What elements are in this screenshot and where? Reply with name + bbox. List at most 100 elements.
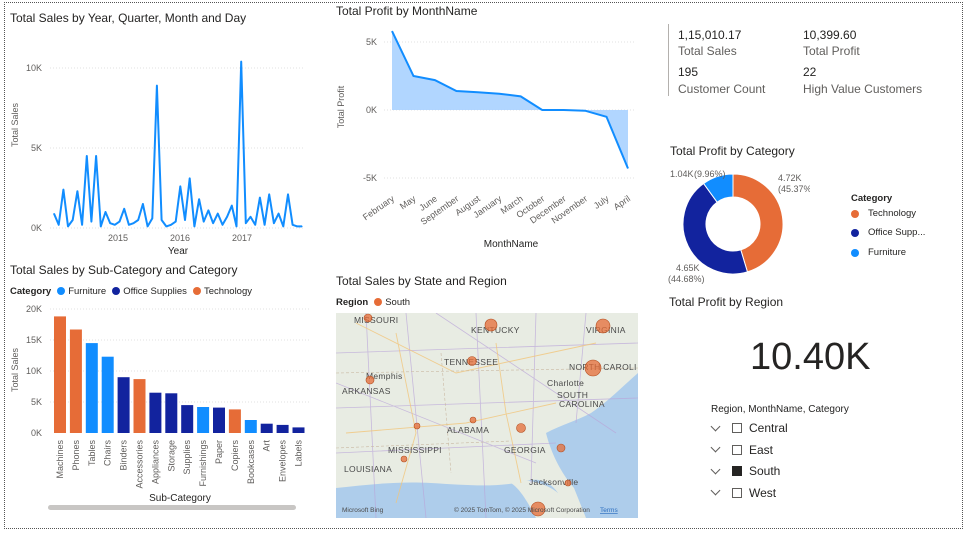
line-point[interactable] <box>301 225 303 227</box>
map-bubble[interactable] <box>400 455 408 463</box>
line-point[interactable] <box>217 213 219 215</box>
bar-supplies[interactable] <box>181 405 194 433</box>
line-point[interactable] <box>254 224 256 226</box>
line-point[interactable] <box>58 224 60 226</box>
line-point[interactable] <box>142 203 144 205</box>
line-point[interactable] <box>86 155 88 157</box>
map-bubble[interactable] <box>595 318 611 334</box>
profit-month-chart[interactable]: Total Profit 5K 0K -5K February May JuneSe… <box>334 22 644 257</box>
line-point[interactable] <box>95 155 97 157</box>
donut-legend-office-supplies[interactable]: Office Supp... <box>851 227 925 238</box>
line-point[interactable] <box>132 222 135 224</box>
line-point[interactable] <box>161 219 163 221</box>
chevron-down-icon[interactable] <box>710 442 721 453</box>
line-point[interactable] <box>273 222 275 224</box>
bar-bookcases[interactable] <box>244 420 257 433</box>
line-point[interactable] <box>104 211 107 213</box>
line-point[interactable] <box>123 208 125 210</box>
map-bubble[interactable] <box>363 313 373 323</box>
line-point[interactable] <box>81 224 83 226</box>
donut-slice-office-supplies[interactable] <box>682 182 749 275</box>
bar-labels[interactable] <box>292 427 305 433</box>
bar-art[interactable] <box>260 423 273 433</box>
bar-copiers[interactable] <box>228 409 241 433</box>
line-point[interactable] <box>184 219 186 221</box>
legend-item-office-supplies[interactable]: Office Supplies <box>112 286 187 297</box>
line-point[interactable] <box>67 225 69 227</box>
line-point[interactable] <box>287 193 289 195</box>
map-visual[interactable]: MISSOURI KENTUCKY VIRGINIA Memphis TENNE… <box>336 313 638 518</box>
checkbox[interactable] <box>732 487 742 498</box>
map-bubble[interactable] <box>365 375 375 385</box>
map-terms-link[interactable]: Terms <box>600 507 618 514</box>
line-point[interactable] <box>235 225 238 227</box>
donut-chart[interactable]: 4.72K (45.37%) 4.65K (44.68%) 1.04K (9.9… <box>660 160 810 290</box>
line-point[interactable] <box>221 224 224 226</box>
line-point[interactable] <box>207 209 209 211</box>
chevron-down-icon[interactable] <box>710 485 721 496</box>
donut-slice-furniture[interactable] <box>702 173 734 203</box>
sales-line-series[interactable] <box>53 60 302 228</box>
subcat-bar-chart[interactable]: Total Sales 20K 15K 10K 5K 0K Machines Ph… <box>8 300 313 505</box>
line-point[interactable] <box>175 221 177 223</box>
line-point[interactable] <box>193 225 195 227</box>
map-bubble[interactable] <box>484 318 498 332</box>
bar-envelopes[interactable] <box>276 424 289 433</box>
checkbox[interactable] <box>732 466 742 476</box>
bar-machines[interactable] <box>54 316 66 433</box>
line-point[interactable] <box>198 198 200 200</box>
map-bubble[interactable] <box>556 443 566 453</box>
donut-legend-technology[interactable]: Technology <box>851 208 916 219</box>
slicer-item-central[interactable]: Central <box>710 421 788 435</box>
line-point[interactable] <box>203 221 205 223</box>
legend-item-technology[interactable]: Technology <box>192 286 252 297</box>
map-bubble[interactable] <box>584 359 602 377</box>
bar-furnishings[interactable] <box>197 407 210 433</box>
line-point[interactable] <box>109 222 111 224</box>
line-point[interactable] <box>245 222 247 224</box>
line-point[interactable] <box>189 177 191 179</box>
line-point[interactable] <box>72 219 74 221</box>
line-point[interactable] <box>100 225 102 227</box>
slicer-item-east[interactable]: East <box>710 442 773 457</box>
line-point[interactable] <box>264 224 266 226</box>
donut-slice-technology[interactable] <box>732 173 784 273</box>
map-bubble[interactable] <box>469 416 477 424</box>
line-point[interactable] <box>156 85 158 87</box>
slicer-item-west[interactable]: West <box>710 485 776 500</box>
line-point[interactable] <box>226 216 228 218</box>
line-point[interactable] <box>240 61 242 63</box>
line-point[interactable] <box>296 225 298 227</box>
map-bubble[interactable] <box>413 422 421 430</box>
bar-binders[interactable] <box>117 377 130 433</box>
line-point[interactable] <box>128 224 130 226</box>
bar-phones[interactable] <box>69 329 82 434</box>
legend-item-south[interactable]: South <box>374 297 410 308</box>
chevron-down-icon[interactable] <box>710 421 721 431</box>
line-point[interactable] <box>62 189 64 191</box>
map-bubble[interactable] <box>467 356 477 366</box>
line-point[interactable] <box>147 225 149 227</box>
bar-tables[interactable] <box>85 343 98 433</box>
line-point[interactable] <box>179 185 181 187</box>
bar-paper[interactable] <box>213 407 225 433</box>
line-point[interactable] <box>259 197 261 199</box>
map-bubble[interactable] <box>530 501 546 517</box>
horizontal-scrollbar[interactable] <box>48 505 296 510</box>
line-point[interactable] <box>212 222 214 224</box>
line-point[interactable] <box>231 205 233 207</box>
line-point[interactable] <box>282 225 284 227</box>
line-point[interactable] <box>268 193 270 195</box>
line-point[interactable] <box>114 224 116 226</box>
line-point[interactable] <box>292 224 294 226</box>
line-point[interactable] <box>53 213 55 215</box>
map-bubble[interactable] <box>564 479 572 487</box>
line-point[interactable] <box>90 221 92 223</box>
line-point[interactable] <box>170 224 172 226</box>
bar-appliances[interactable] <box>149 392 162 433</box>
checkbox[interactable] <box>732 444 742 455</box>
checkbox[interactable] <box>732 423 742 433</box>
bar-storage[interactable] <box>165 393 178 433</box>
line-point[interactable] <box>165 225 167 227</box>
donut-legend-furniture[interactable]: Furniture <box>851 247 906 258</box>
